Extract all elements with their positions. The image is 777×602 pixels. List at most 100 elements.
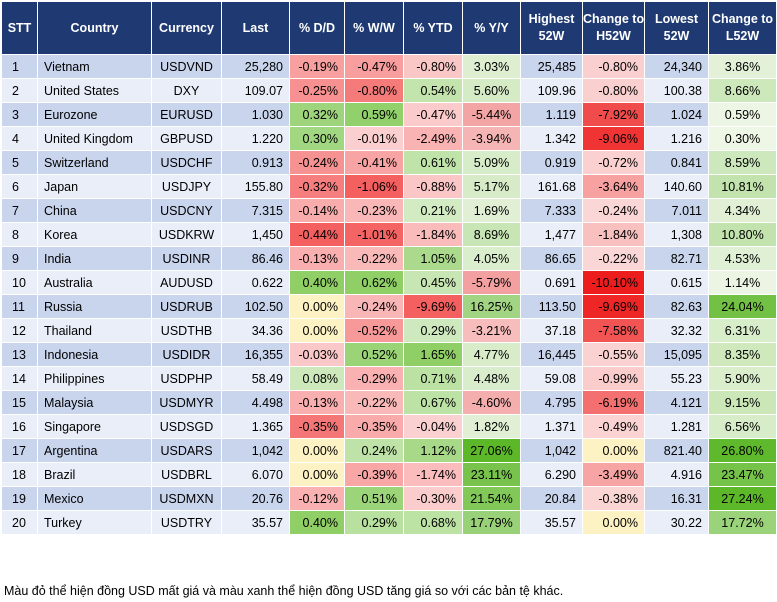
cell-change-h52w: -6.19% <box>582 390 645 415</box>
cell-pct-ytd: -1.74% <box>403 462 463 487</box>
cell-pct-ytd: 0.71% <box>403 366 463 391</box>
cell-stt: 19 <box>1 486 38 511</box>
cell-country: Australia <box>37 270 152 295</box>
cell-highest-52w: 161.68 <box>520 174 583 199</box>
cell-country: Malaysia <box>37 390 152 415</box>
cell-stt: 7 <box>1 198 38 223</box>
cell-country: Mexico <box>37 486 152 511</box>
cell-pct-ytd: -0.47% <box>403 102 463 127</box>
cell-change-l52w: 10.80% <box>708 222 777 247</box>
cell-pct-dd: 0.00% <box>289 438 345 463</box>
cell-pct-ytd: 1.65% <box>403 342 463 367</box>
cell-pct-yy: 3.03% <box>462 54 521 79</box>
cell-change-l52w: 6.56% <box>708 414 777 439</box>
cell-stt: 16 <box>1 414 38 439</box>
cell-pct-yy: -5.44% <box>462 102 521 127</box>
cell-change-h52w: -0.22% <box>582 246 645 271</box>
cell-change-h52w: -7.92% <box>582 102 645 127</box>
cell-pct-yy: 16.25% <box>462 294 521 319</box>
cell-pct-dd: 0.40% <box>289 270 345 295</box>
cell-change-l52w: 5.90% <box>708 366 777 391</box>
cell-lowest-52w: 7.011 <box>644 198 709 223</box>
cell-lowest-52w: 0.841 <box>644 150 709 175</box>
cell-change-l52w: 24.04% <box>708 294 777 319</box>
cell-change-h52w: 0.00% <box>582 438 645 463</box>
footnote: Màu đỏ thể hiện đồng USD mất giá và màu … <box>4 584 564 598</box>
cell-pct-ytd: -0.30% <box>403 486 463 511</box>
cell-currency: USDARS <box>151 438 222 463</box>
cell-country: Switzerland <box>37 150 152 175</box>
cell-change-l52w: 8.35% <box>708 342 777 367</box>
cell-pct-dd: 0.32% <box>289 102 345 127</box>
cell-pct-yy: 5.60% <box>462 78 521 103</box>
cell-country: Philippines <box>37 366 152 391</box>
cell-change-l52w: 8.66% <box>708 78 777 103</box>
cell-currency: USDMYR <box>151 390 222 415</box>
cell-lowest-52w: 100.38 <box>644 78 709 103</box>
cell-pct-ytd: 0.45% <box>403 270 463 295</box>
cell-lowest-52w: 4.916 <box>644 462 709 487</box>
cell-lowest-52w: 16.31 <box>644 486 709 511</box>
cell-highest-52w: 1,042 <box>520 438 583 463</box>
cell-country: United States <box>37 78 152 103</box>
cell-last: 58.49 <box>221 366 290 391</box>
cell-currency: USDVND <box>151 54 222 79</box>
header-country: Country <box>37 1 152 55</box>
cell-change-l52w: 4.34% <box>708 198 777 223</box>
cell-stt: 9 <box>1 246 38 271</box>
cell-highest-52w: 1.119 <box>520 102 583 127</box>
cell-highest-52w: 4.795 <box>520 390 583 415</box>
cell-pct-ww: -0.47% <box>344 54 404 79</box>
table-row: 7 China USDCNY 7.315 -0.14% -0.23% 0.21% 1.69% 7… <box>1 198 777 223</box>
cell-change-l52w: 9.15% <box>708 390 777 415</box>
header-pct-yy: % Y/Y <box>462 1 521 55</box>
cell-last: 20.76 <box>221 486 290 511</box>
cell-pct-dd: -0.03% <box>289 342 345 367</box>
cell-pct-ytd: 0.54% <box>403 78 463 103</box>
cell-pct-dd: -0.13% <box>289 246 345 271</box>
cell-last: 0.913 <box>221 150 290 175</box>
currency-table-container: STT Country Currency Last% D/D% W/W% YTD% Y… <box>1 1 777 535</box>
cell-change-l52w: 3.86% <box>708 54 777 79</box>
cell-currency: USDPHP <box>151 366 222 391</box>
cell-change-l52w: 26.80% <box>708 438 777 463</box>
table-row: 16 Singapore USDSGD 1.365 -0.35% -0.35% -0.04%… <box>1 414 777 439</box>
cell-lowest-52w: 821.40 <box>644 438 709 463</box>
cell-pct-yy: 4.05% <box>462 246 521 271</box>
cell-pct-dd: -0.13% <box>289 390 345 415</box>
cell-pct-ww: -0.23% <box>344 198 404 223</box>
cell-pct-ytd: -9.69% <box>403 294 463 319</box>
cell-last: 1,450 <box>221 222 290 247</box>
cell-lowest-52w: 24,340 <box>644 54 709 79</box>
cell-pct-ww: 0.51% <box>344 486 404 511</box>
cell-highest-52w: 0.919 <box>520 150 583 175</box>
cell-change-l52w: 23.47% <box>708 462 777 487</box>
cell-pct-ww: -0.52% <box>344 318 404 343</box>
cell-pct-ww: -0.22% <box>344 246 404 271</box>
cell-stt: 1 <box>1 54 38 79</box>
cell-pct-dd: -0.44% <box>289 222 345 247</box>
table-row: 12 Thailand USDTHB 34.36 0.00% -0.52% 0.29% -3.… <box>1 318 777 343</box>
cell-stt: 17 <box>1 438 38 463</box>
table-row: 2 United States DXY 109.07 -0.25% -0.80% 0.54%… <box>1 78 777 103</box>
cell-change-h52w: 0.00% <box>582 510 645 535</box>
cell-last: 35.57 <box>221 510 290 535</box>
cell-country: Indonesia <box>37 342 152 367</box>
currency-table: STT Country Currency Last% D/D% W/W% YTD% Y… <box>1 1 777 535</box>
cell-pct-ww: -0.01% <box>344 126 404 151</box>
cell-change-l52w: 0.30% <box>708 126 777 151</box>
cell-lowest-52w: 82.71 <box>644 246 709 271</box>
header-change-l52w: Change to L52W <box>708 1 777 55</box>
cell-pct-ytd: 0.21% <box>403 198 463 223</box>
cell-lowest-52w: 0.615 <box>644 270 709 295</box>
cell-highest-52w: 37.18 <box>520 318 583 343</box>
cell-last: 34.36 <box>221 318 290 343</box>
table-row: 15 Malaysia USDMYR 4.498 -0.13% -0.22% 0.67% -4… <box>1 390 777 415</box>
table-row: 18 Brazil USDBRL 6.070 0.00% -0.39% -1.74% 23.1… <box>1 462 777 487</box>
cell-highest-52w: 6.290 <box>520 462 583 487</box>
cell-last: 109.07 <box>221 78 290 103</box>
cell-pct-ytd: 0.68% <box>403 510 463 535</box>
cell-pct-yy: 5.17% <box>462 174 521 199</box>
cell-change-h52w: -0.38% <box>582 486 645 511</box>
table-row: 10 Australia AUDUSD 0.622 0.40% 0.62% 0.45% -5.… <box>1 270 777 295</box>
